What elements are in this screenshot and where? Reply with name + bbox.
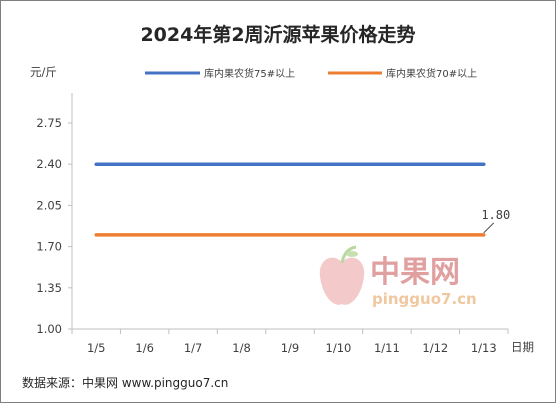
- data-label-leader: [483, 222, 495, 234]
- y-axis-label: 元/斤: [30, 65, 57, 79]
- data-label: 1.80: [481, 208, 510, 222]
- x-tick-label: 1/11: [374, 341, 400, 355]
- x-tick-label: 1/7: [184, 341, 203, 355]
- x-tick-label: 1/5: [87, 341, 106, 355]
- x-tick-label: 1/8: [232, 341, 251, 355]
- x-tick-label: 1/10: [326, 341, 352, 355]
- watermark-cn: 中果网: [370, 255, 460, 290]
- data-source: 数据来源：中果网 www.pingguo7.cn: [22, 375, 228, 390]
- y-tick-label: 1.35: [36, 281, 62, 295]
- x-tick-label: 1/9: [281, 341, 300, 355]
- x-tick-label: 1/6: [135, 341, 154, 355]
- legend-label-series-2: 库内果农货70#以上: [386, 67, 477, 80]
- chart-title: 2024年第2周沂源苹果价格走势: [140, 23, 415, 46]
- y-tick-label: 1.00: [36, 322, 62, 336]
- x-tick-label: 1/12: [422, 341, 448, 355]
- y-tick-label: 2.05: [36, 198, 62, 212]
- y-tick-label: 2.40: [36, 157, 62, 171]
- legend: 库内果农货75#以上 库内果农货70#以上: [145, 67, 477, 80]
- y-axis: 1.00 1.35 1.70 2.05 2.40 2.75: [36, 93, 73, 336]
- y-tick-label: 1.70: [36, 240, 62, 254]
- series-layer: 1.80: [94, 162, 510, 237]
- legend-label-series-1: 库内果农货75#以上: [204, 67, 295, 80]
- x-tick-label: 1/13: [471, 341, 497, 355]
- x-axis-label: 日期: [511, 340, 534, 354]
- watermark-en: pingguo7.cn: [372, 290, 477, 308]
- y-tick-label: 2.75: [36, 116, 62, 130]
- x-axis: 1/5 1/6 1/7 1/8 1/9 1/10 1/11 1/12 1/13: [71, 328, 509, 355]
- watermark-logo: 中果网 pingguo7.cn: [319, 245, 477, 308]
- apple-logo-icon: [319, 245, 365, 305]
